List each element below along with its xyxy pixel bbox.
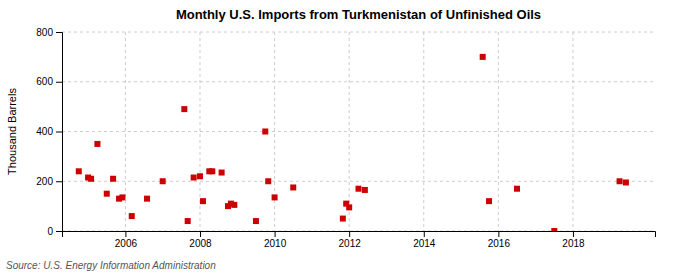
tick-mark [56, 132, 62, 133]
tick: 2014 [413, 231, 436, 249]
point [104, 191, 110, 197]
point [272, 194, 278, 200]
tick: 2010 [264, 231, 287, 249]
x-axis: 2006 2008 2010 2012 2014 2016 2018 [63, 231, 656, 249]
tick-label: 2012 [339, 238, 362, 249]
tick-label: 400 [36, 126, 53, 137]
point [209, 168, 215, 174]
point [514, 186, 520, 192]
tick: 2018 [562, 231, 585, 249]
grid-line-x [125, 32, 126, 231]
tick-mark [349, 231, 350, 237]
tick-mark [56, 82, 62, 83]
grid-line-y [62, 32, 655, 33]
tick: 400 [36, 126, 62, 137]
chart: 2006 2008 2010 2012 2014 2016 2018 0 200 400 600 80… [0, 0, 675, 275]
point [356, 186, 362, 192]
tick-mark [424, 231, 425, 237]
tick-mark [56, 32, 62, 33]
grid-line-y [62, 81, 655, 82]
point [480, 54, 486, 60]
points [76, 54, 629, 231]
point [262, 129, 268, 135]
point [76, 168, 82, 174]
point [346, 204, 352, 210]
tick-label: 2010 [264, 238, 287, 249]
tick-mark [275, 231, 276, 237]
point [191, 175, 197, 181]
tick: 0 [47, 226, 62, 237]
point [362, 187, 368, 193]
point [181, 106, 187, 112]
grid-line-y [62, 131, 655, 132]
tick-mark [573, 231, 574, 237]
tick-mark [498, 231, 499, 237]
title: Monthly U.S. Imports from Turkmenistan o… [176, 7, 541, 22]
tick-label: 0 [47, 226, 53, 237]
tick: 200 [36, 176, 62, 187]
point [197, 173, 203, 179]
tick: 800 [36, 27, 62, 38]
tick: 2006 [115, 231, 138, 249]
axis-line [63, 232, 656, 238]
point [200, 198, 206, 204]
point [340, 216, 346, 222]
grid-line-x [498, 32, 499, 231]
tick-label: 800 [36, 27, 53, 38]
point [617, 178, 623, 184]
grid [62, 32, 655, 231]
tick-mark [200, 231, 201, 237]
point [551, 228, 557, 231]
point [129, 213, 135, 219]
axis-line [56, 33, 63, 232]
point [623, 179, 629, 185]
tick-label: 600 [36, 76, 53, 87]
tick-mark [56, 231, 62, 232]
point [160, 178, 166, 184]
tick: 2012 [339, 231, 362, 249]
point [119, 194, 125, 200]
tick-label: 2014 [413, 238, 436, 249]
tick-label: 2018 [562, 238, 585, 249]
point [486, 198, 492, 204]
tick-label: 200 [36, 176, 53, 187]
tick-label: 2008 [189, 238, 212, 249]
point [144, 196, 150, 202]
chart-container: 2006 2008 2010 2012 2014 2016 2018 0 200 400 600 80… [0, 0, 675, 275]
grid-line-y [62, 181, 655, 182]
tick: 2008 [189, 231, 212, 249]
point [231, 202, 237, 208]
y-axis-label: Thousand Barrels [6, 88, 18, 175]
y-axis: 0 200 400 600 800 [36, 27, 62, 237]
point [94, 141, 100, 147]
tick-label: 2016 [488, 238, 511, 249]
annotation: Source: U.S. Energy Information Administ… [6, 260, 216, 271]
point [265, 178, 271, 184]
point [219, 170, 225, 176]
tick: 2016 [488, 231, 511, 249]
point [185, 218, 191, 224]
tick-label: 2006 [115, 238, 138, 249]
point [290, 184, 296, 190]
point [253, 218, 259, 224]
tick: 600 [36, 76, 62, 87]
point [110, 176, 116, 182]
point [88, 176, 94, 182]
tick-mark [56, 181, 62, 182]
tick-mark [125, 231, 126, 237]
